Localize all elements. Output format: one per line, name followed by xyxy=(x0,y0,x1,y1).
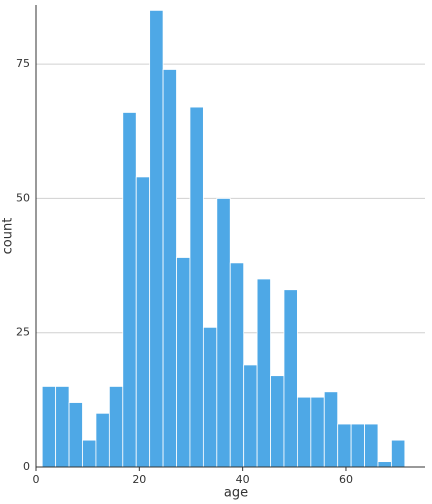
bar xyxy=(135,176,151,468)
bar xyxy=(337,423,352,468)
bar xyxy=(270,375,285,468)
bar xyxy=(162,69,177,468)
bar xyxy=(256,278,271,468)
bar xyxy=(350,423,365,468)
bar xyxy=(108,386,124,468)
bar xyxy=(243,364,258,468)
bar xyxy=(229,262,245,468)
bar xyxy=(122,112,137,468)
x-tick-label: 60 xyxy=(339,473,353,486)
bar xyxy=(310,396,325,468)
bar xyxy=(55,386,70,468)
x-tick-label: 0 xyxy=(33,473,40,486)
x-tick-label: 20 xyxy=(132,473,146,486)
y-tick-label: 75 xyxy=(16,57,30,70)
bar xyxy=(216,197,231,468)
bar xyxy=(95,412,110,468)
bar xyxy=(189,106,204,468)
y-tick-label: 50 xyxy=(16,191,30,204)
bar xyxy=(323,391,339,468)
bar xyxy=(68,402,83,468)
bar xyxy=(283,289,298,468)
y-axis-label: count xyxy=(1,218,16,255)
bar xyxy=(391,439,406,468)
bar xyxy=(82,439,97,468)
bar xyxy=(176,257,191,468)
bar xyxy=(377,461,392,468)
x-tick-label: 40 xyxy=(236,473,250,486)
y-tick-label: 0 xyxy=(23,460,30,473)
bar xyxy=(296,396,312,468)
bar xyxy=(364,423,379,468)
bar xyxy=(41,386,57,468)
bar xyxy=(202,326,218,468)
x-axis-label: age xyxy=(224,486,248,501)
bar xyxy=(149,9,164,468)
y-tick-label: 25 xyxy=(16,326,30,339)
